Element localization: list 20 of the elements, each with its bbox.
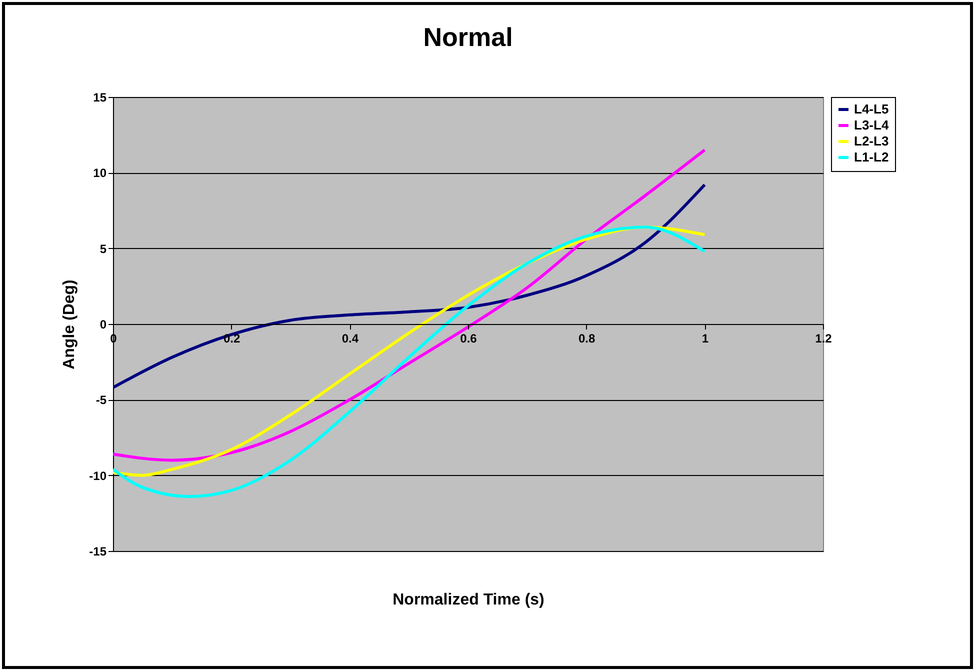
- y-axis-title: Angle (Deg): [61, 280, 78, 370]
- y-tick-label: 0: [100, 318, 107, 332]
- y-tick-label: 5: [100, 242, 107, 256]
- chart-title: Normal: [423, 22, 513, 52]
- legend-label: L4-L5: [854, 102, 889, 116]
- y-tick-label: 15: [93, 90, 107, 104]
- x-tick-label: 0.4: [342, 332, 359, 346]
- y-tick-label: -10: [89, 468, 107, 483]
- x-tick-label: 1: [702, 332, 709, 346]
- y-tick-label: -5: [96, 393, 107, 408]
- x-tick-label: 1.2: [815, 332, 832, 346]
- legend-label: L3-L4: [854, 118, 890, 132]
- x-tick-label: 0.6: [460, 332, 478, 346]
- legend-label: L1-L2: [854, 150, 889, 164]
- x-axis-title: Normalized Time (s): [392, 592, 544, 608]
- x-tick-label: 0.8: [578, 332, 596, 346]
- y-tick-label: 10: [93, 166, 107, 180]
- y-tick-label: -15: [89, 544, 107, 558]
- x-tick-label: 0.2: [223, 332, 240, 346]
- legend-label: L2-L3: [854, 134, 889, 148]
